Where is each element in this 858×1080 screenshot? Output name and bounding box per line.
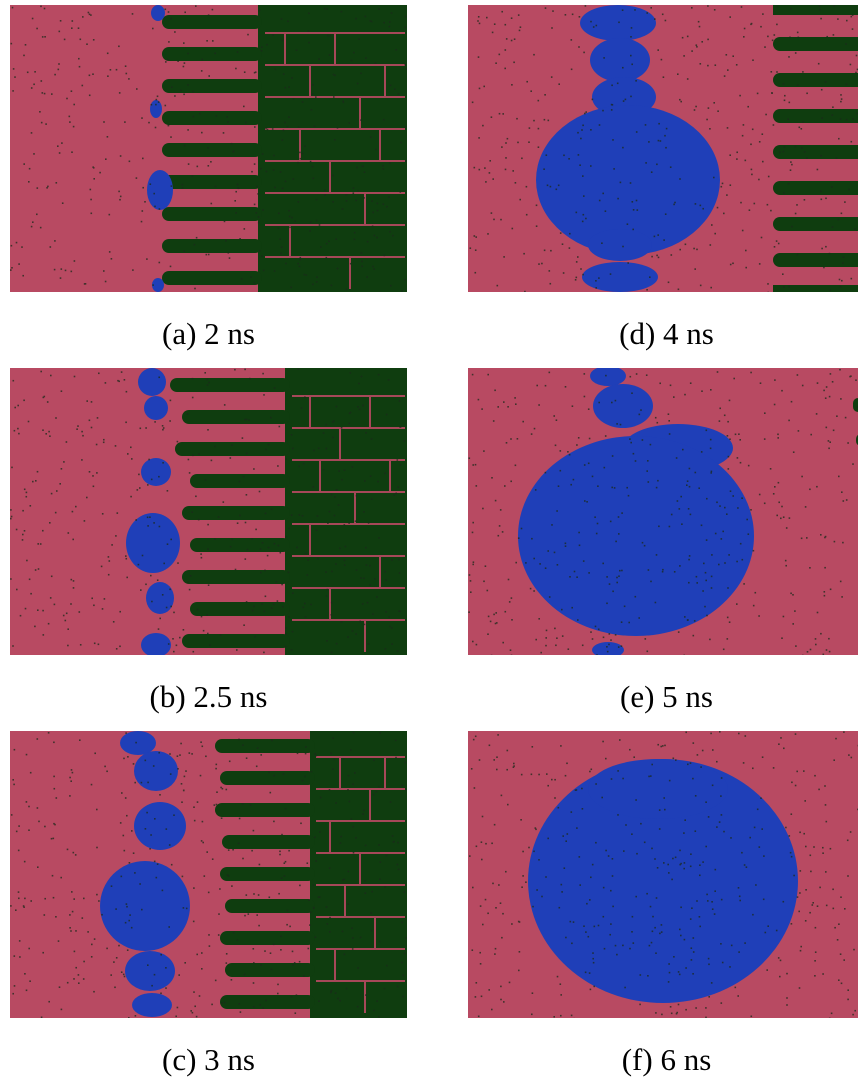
panel-e: (e) 5 ns [468, 368, 858, 717]
panel-caption: (d) 4 ns [468, 314, 858, 354]
simulation-snapshot-6ns [468, 731, 858, 1018]
panel-b: (b) 2.5 ns [10, 368, 407, 717]
simulation-snapshot-4ns [468, 5, 858, 292]
panel-f: (f) 6 ns [468, 731, 858, 1080]
panel-caption: (f) 6 ns [468, 1040, 858, 1080]
panel-a: (a) 2 ns [10, 5, 407, 354]
panel-caption: (e) 5 ns [468, 677, 858, 717]
panel-c: (c) 3 ns [10, 731, 407, 1080]
simulation-snapshot-5ns [468, 368, 858, 655]
simulation-snapshot-3ns [10, 731, 407, 1018]
panel-caption: (b) 2.5 ns [10, 677, 407, 717]
panel-d: (d) 4 ns [468, 5, 858, 354]
panel-caption: (c) 3 ns [10, 1040, 407, 1080]
panel-caption: (a) 2 ns [10, 314, 407, 354]
simulation-snapshot-2-5ns [10, 368, 407, 655]
simulation-snapshot-2ns [10, 5, 407, 292]
